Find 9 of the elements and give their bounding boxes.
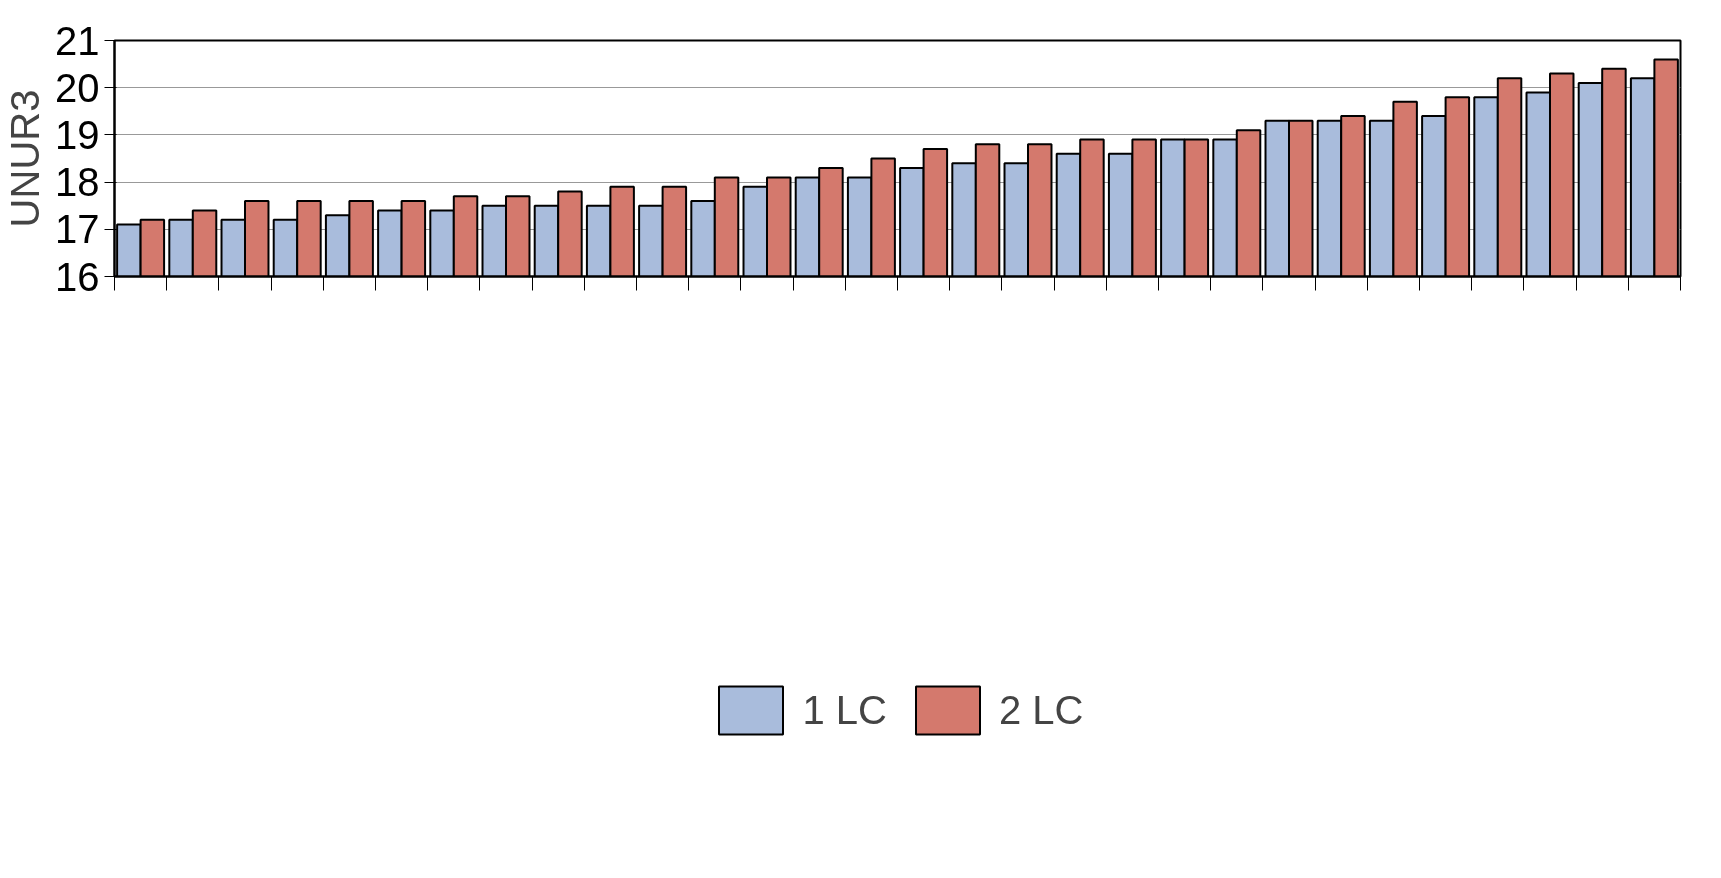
y-tick-label: 19 <box>55 112 100 157</box>
legend-label: 1 LC <box>802 687 887 733</box>
legend-label: 2 LC <box>999 687 1084 733</box>
y-tick-label: 17 <box>55 207 100 252</box>
y-tick-label: 16 <box>55 254 100 299</box>
y-tick-label: 21 <box>55 18 100 63</box>
y-tick-label: 20 <box>55 65 100 110</box>
y-axis-title: UNUR3 <box>3 89 48 228</box>
y-tick-label: 18 <box>55 160 100 205</box>
